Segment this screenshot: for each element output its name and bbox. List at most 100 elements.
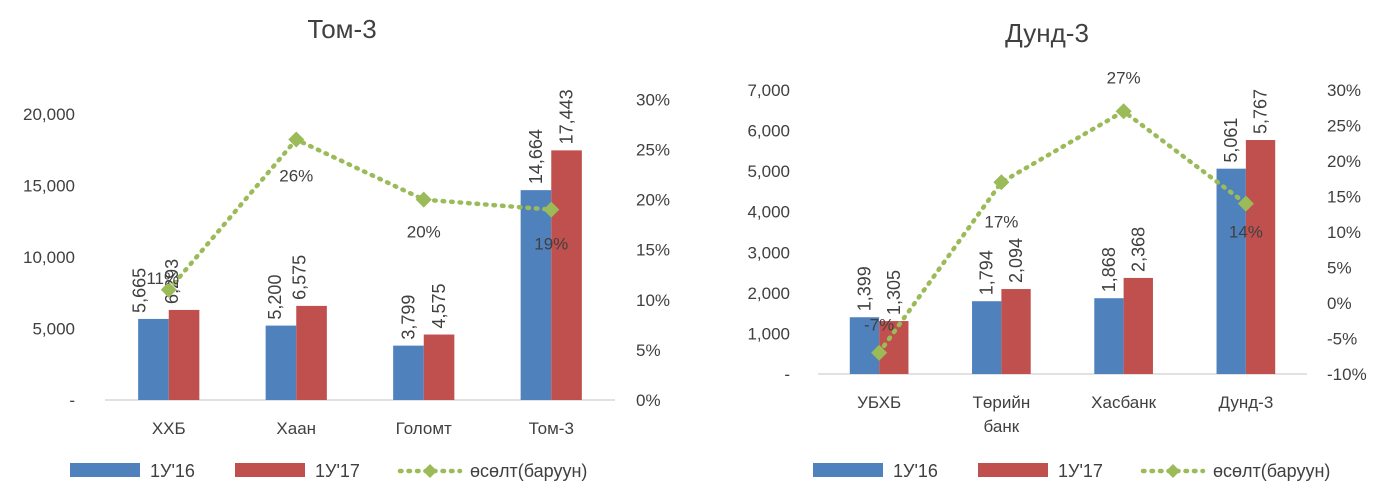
chart-dund-3: Дунд-3 - 1,000 2,000 3,000 4,000 5,000 6,000 7,0…: [697, 0, 1394, 488]
y-right-tick-label: 10%: [1327, 223, 1361, 242]
bar-data-label: 1,868: [1099, 247, 1119, 292]
chart-title: Дунд-3: [1005, 18, 1089, 48]
legend-swatch: [813, 463, 883, 477]
legend-label: өсөлт(баруун): [1213, 461, 1330, 481]
x-tick-label: банк: [984, 417, 1020, 436]
bar-data-label: 1,305: [884, 270, 904, 315]
plot-group: Том-3 - 5,000 10,000 15,000 20,000 0% 5% 10% 15% 2…: [23, 14, 670, 481]
bar-series1: [1094, 298, 1124, 374]
bar-data-label: 14,664: [526, 129, 546, 184]
growth-data-label: -7%: [864, 316, 894, 335]
y-left-tick-label: 20,000: [23, 105, 75, 124]
growth-line: [876, 108, 1249, 355]
growth-marker: [1115, 103, 1132, 120]
bar-data-label: 6,575: [290, 255, 310, 300]
bar-series2: [168, 309, 200, 400]
bar-data-label: 5,665: [129, 268, 149, 313]
y-right-tick-label: 5%: [1327, 259, 1352, 278]
bar-data-label: 1,399: [854, 266, 874, 311]
bar-data-label: 2,094: [1006, 238, 1026, 283]
bar-series1: [520, 190, 552, 400]
growth-line: [166, 136, 554, 293]
growth-marker: [1237, 195, 1254, 212]
y-left-tick-label: 5,000: [32, 319, 75, 338]
chart-tom-3: Том-3 - 5,000 10,000 15,000 20,000 0% 5% 10% 15% 2…: [23, 14, 670, 481]
y-left-tick-label: 6,000: [747, 122, 790, 141]
legend-marker: [1166, 464, 1180, 478]
growth-marker: [415, 191, 432, 208]
plot-group: Дунд-3 - 1,000 2,000 3,000 4,000 5,000 6,000 7,0…: [747, 18, 1366, 481]
legend-label: 1У'16: [893, 461, 938, 481]
y-left-tick-label: 1,000: [747, 324, 790, 343]
bar-data-label: 5,767: [1251, 89, 1271, 134]
y-right-tick-label: 25%: [636, 141, 670, 160]
y-left-tick-label: 5,000: [747, 162, 790, 181]
bar-series1: [265, 325, 297, 400]
x-tick-label: Дунд-3: [1218, 393, 1273, 412]
growth-marker: [993, 174, 1010, 191]
bar-series2: [1123, 277, 1153, 374]
x-tick-label: УБХБ: [857, 393, 901, 412]
y-left-tick-label: 3,000: [747, 243, 790, 262]
y-left-tick-label: -: [784, 365, 790, 384]
bar-series2: [551, 150, 582, 400]
bar-data-label: 3,799: [398, 295, 418, 340]
growth-data-label: 17%: [984, 212, 1018, 231]
growth-data-label: 19%: [534, 235, 568, 254]
bar-series2: [296, 305, 327, 400]
y-left-tick-label: 7,000: [747, 81, 790, 100]
bar-series1: [972, 301, 1002, 374]
x-tick-label: Хаан: [276, 419, 316, 438]
growth-data-label: 26%: [279, 167, 313, 186]
bar-series1: [849, 317, 880, 374]
y-right-tick-label: 10%: [636, 291, 670, 310]
legend-label: 1У'16: [150, 461, 195, 481]
bar-series1: [138, 318, 169, 400]
y-right-tick-label: 15%: [636, 241, 670, 260]
growth-marker: [871, 344, 888, 361]
growth-marker: [288, 131, 305, 148]
y-right-tick-label: 0%: [1327, 294, 1352, 313]
y-right-tick-label: -10%: [1327, 365, 1367, 384]
y-right-tick-label: 30%: [636, 90, 670, 109]
bar-series1: [1216, 168, 1246, 374]
x-tick-label: Төрийн: [973, 393, 1031, 412]
y-left-tick-label: -: [69, 391, 75, 410]
y-right-tick-label: 30%: [1327, 81, 1361, 100]
growth-marker: [543, 201, 560, 218]
y-right-tick-label: 20%: [1327, 152, 1361, 171]
legend-label: 1У'17: [1058, 461, 1103, 481]
chart-title: Том-3: [307, 14, 376, 44]
bar-series2: [423, 334, 455, 400]
y-right-tick-label: -5%: [1327, 330, 1357, 349]
legend-swatch: [70, 463, 140, 477]
chart-svg: Том-3 - 5,000 10,000 15,000 20,000 0% 5% 10% 15% 2…: [23, 14, 670, 481]
legend-swatch: [235, 463, 305, 477]
growth-marker: [160, 281, 177, 298]
x-tick-label: ХХБ: [152, 419, 186, 438]
legend-label: өсөлт(баруун): [470, 461, 587, 481]
growth-data-label: 14%: [1229, 223, 1263, 242]
growth-data-label: 11%: [146, 269, 179, 288]
legend-swatch: [978, 463, 1048, 477]
y-left-tick-label: 10,000: [23, 248, 75, 267]
bar-data-label: 4,575: [429, 283, 449, 328]
growth-data-label: 27%: [1107, 68, 1141, 87]
growth-data-label: 20%: [407, 223, 441, 242]
x-tick-label: Голомт: [396, 419, 452, 438]
bar-series2: [1001, 289, 1031, 374]
y-left-tick-label: 2,000: [747, 284, 790, 303]
legend-label: 1У'17: [315, 461, 360, 481]
x-tick-label: Хасбанк: [1091, 393, 1156, 412]
y-right-tick-label: 0%: [636, 391, 661, 410]
y-left-tick-label: 15,000: [23, 176, 75, 195]
y-right-tick-label: 5%: [636, 341, 661, 360]
bar-series1: [393, 345, 424, 400]
chart-svg: Дунд-3 - 1,000 2,000 3,000 4,000 5,000 6,000 7,0…: [747, 18, 1366, 481]
y-left-tick-label: 4,000: [747, 203, 790, 222]
bar-series2: [1245, 140, 1276, 374]
bar-data-label: 2,368: [1128, 227, 1148, 272]
bar-data-label: 1,794: [977, 250, 997, 295]
x-tick-label: Том-3: [529, 419, 574, 438]
bar-data-label: 17,443: [557, 89, 577, 144]
